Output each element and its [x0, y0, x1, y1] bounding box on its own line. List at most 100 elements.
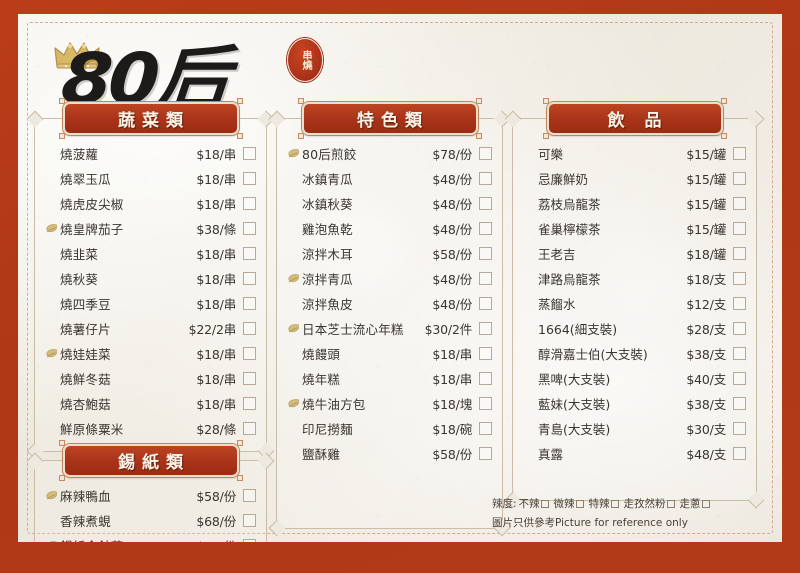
menu-item-checkbox[interactable]: [733, 222, 746, 235]
menu-item-row[interactable]: 藍妹(大支裝) $38/支: [523, 391, 746, 416]
menu-item-checkbox[interactable]: [243, 272, 256, 285]
recommended-leaf-icon: [288, 324, 299, 333]
menu-item-checkbox[interactable]: [479, 172, 492, 185]
menu-item-checkbox[interactable]: [243, 322, 256, 335]
menu-item-row[interactable]: 印尼撈麵 $18/碗: [287, 416, 492, 441]
menu-item-checkbox[interactable]: [479, 297, 492, 310]
menu-item-checkbox[interactable]: [733, 422, 746, 435]
menu-item-row[interactable]: 涼拌魚皮 $48/份: [287, 291, 492, 316]
menu-item-checkbox[interactable]: [243, 247, 256, 260]
menu-item-checkbox[interactable]: [733, 397, 746, 410]
menu-item-checkbox[interactable]: [479, 272, 492, 285]
menu-item-checkbox[interactable]: [479, 397, 492, 410]
menu-item-row[interactable]: 燒年糕 $18/串: [287, 366, 492, 391]
menu-item-checkbox[interactable]: [733, 247, 746, 260]
menu-item-checkbox[interactable]: [733, 172, 746, 185]
menu-item-checkbox[interactable]: [733, 322, 746, 335]
menu-item-price: $15/罐: [686, 197, 726, 212]
spice-option-checkbox[interactable]: [701, 499, 710, 508]
menu-item-row[interactable]: 蒸餾水 $12/支: [523, 291, 746, 316]
menu-item-row[interactable]: 青島(大支裝) $30/支: [523, 416, 746, 441]
menu-item-row[interactable]: 燒娃娃菜 $18/串: [45, 341, 256, 366]
menu-item-row[interactable]: 冰鎮青瓜 $48/份: [287, 166, 492, 191]
menu-item-row[interactable]: 燒秋葵 $18/串: [45, 266, 256, 291]
menu-item-checkbox[interactable]: [733, 372, 746, 385]
menu-item-checkbox[interactable]: [733, 197, 746, 210]
menu-item-row[interactable]: 燒皇牌茄子 $38/條: [45, 216, 256, 241]
menu-item-checkbox[interactable]: [243, 172, 256, 185]
menu-item-row[interactable]: 燒杏鮑菇 $18/串: [45, 391, 256, 416]
menu-item-row[interactable]: 燒翠玉瓜 $18/串: [45, 166, 256, 191]
menu-item-row[interactable]: 1664(細支裝) $28/支: [523, 316, 746, 341]
menu-item-row[interactable]: 津路烏龍茶 $18/支: [523, 266, 746, 291]
menu-item-row[interactable]: 冰鎮秋葵 $48/份: [287, 191, 492, 216]
spice-option-checkbox[interactable]: [540, 499, 549, 508]
menu-item-name: 涼拌魚皮: [302, 297, 353, 312]
spice-option-checkbox[interactable]: [575, 499, 584, 508]
menu-item-checkbox[interactable]: [479, 422, 492, 435]
menu-item-row[interactable]: 燒韭菜 $18/串: [45, 241, 256, 266]
menu-item-row[interactable]: 真露 $48/支: [523, 441, 746, 466]
spice-option[interactable]: 走蔥: [680, 496, 710, 511]
spice-option[interactable]: 不辣: [519, 496, 549, 511]
menu-item-row[interactable]: 醇滑嘉士伯(大支裝) $38/支: [523, 341, 746, 366]
menu-item-row[interactable]: 雞泡魚乾 $48/份: [287, 216, 492, 241]
menu-item-checkbox[interactable]: [733, 347, 746, 360]
menu-item-row[interactable]: 王老吉 $18/罐: [523, 241, 746, 266]
menu-item-row[interactable]: 鹽酥雞 $58/份: [287, 441, 492, 466]
menu-item-checkbox[interactable]: [733, 447, 746, 460]
spice-option[interactable]: 特辣: [589, 496, 619, 511]
menu-item-row[interactable]: 日本芝士流心年糕 $30/2件: [287, 316, 492, 341]
menu-item-row[interactable]: 錫紙金針菇$48/份: [45, 533, 256, 542]
menu-item-checkbox[interactable]: [479, 347, 492, 360]
menu-item-checkbox[interactable]: [479, 222, 492, 235]
menu-item-price: $48/份: [432, 297, 472, 312]
menu-item-checkbox[interactable]: [733, 147, 746, 160]
menu-item-row[interactable]: 燒薯仔片 $22/2串: [45, 316, 256, 341]
menu-item-row[interactable]: 忌廉鮮奶 $15/罐: [523, 166, 746, 191]
item-list-drinks: 可樂 $15/罐 忌廉鮮奶 $15/罐 荔枝烏龍茶 $15/罐 雀巢檸檬茶 $15/罐 王老吉 $…: [523, 141, 746, 466]
menu-item-checkbox[interactable]: [243, 539, 256, 542]
spice-option-checkbox[interactable]: [610, 499, 619, 508]
menu-item-checkbox[interactable]: [479, 147, 492, 160]
menu-item-checkbox[interactable]: [733, 297, 746, 310]
menu-item-checkbox[interactable]: [479, 322, 492, 335]
menu-item-row[interactable]: 香辣煮蜆 $68/份: [45, 508, 256, 533]
spice-option[interactable]: 走孜然粉: [624, 496, 675, 511]
menu-item-checkbox[interactable]: [733, 272, 746, 285]
menu-item-row[interactable]: 鮮原條粟米 $28/條: [45, 416, 256, 441]
menu-item-checkbox[interactable]: [243, 147, 256, 160]
menu-item-name: 燒娃娃菜: [60, 347, 111, 362]
menu-item-row[interactable]: 燒饅頭 $18/串: [287, 341, 492, 366]
menu-item-checkbox[interactable]: [479, 447, 492, 460]
menu-item-row[interactable]: 黑啤(大支裝) $40/支: [523, 366, 746, 391]
menu-item-checkbox[interactable]: [243, 489, 256, 502]
spice-option-checkbox[interactable]: [666, 499, 675, 508]
section-title-text: 蔬菜類: [118, 111, 190, 131]
menu-item-name: 王老吉: [538, 247, 576, 262]
menu-item-checkbox[interactable]: [243, 422, 256, 435]
menu-item-checkbox[interactable]: [243, 514, 256, 527]
menu-item-row[interactable]: 可樂 $15/罐: [523, 141, 746, 166]
menu-item-row[interactable]: 麻辣鴨血 $58/份: [45, 483, 256, 508]
menu-item-checkbox[interactable]: [243, 222, 256, 235]
menu-item-row[interactable]: 燒鮮冬菇 $18/串: [45, 366, 256, 391]
menu-item-row[interactable]: 燒菠蘿 $18/串: [45, 141, 256, 166]
menu-item-row[interactable]: 燒四季豆 $18/串: [45, 291, 256, 316]
menu-item-row[interactable]: 燒虎皮尖椒 $18/串: [45, 191, 256, 216]
menu-item-row[interactable]: 燒牛油方包 $18/塊: [287, 391, 492, 416]
menu-item-row[interactable]: 雀巢檸檬茶 $15/罐: [523, 216, 746, 241]
menu-item-checkbox[interactable]: [243, 197, 256, 210]
menu-item-checkbox[interactable]: [479, 372, 492, 385]
menu-item-row[interactable]: 涼拌青瓜 $48/份: [287, 266, 492, 291]
menu-item-row[interactable]: 涼拌木耳 $58/份: [287, 241, 492, 266]
menu-item-checkbox[interactable]: [243, 397, 256, 410]
menu-item-checkbox[interactable]: [243, 297, 256, 310]
menu-item-checkbox[interactable]: [479, 197, 492, 210]
spice-option[interactable]: 微辣: [554, 496, 584, 511]
menu-item-checkbox[interactable]: [243, 372, 256, 385]
menu-item-checkbox[interactable]: [243, 347, 256, 360]
menu-item-row[interactable]: 80后煎餃 $78/份: [287, 141, 492, 166]
menu-item-checkbox[interactable]: [479, 247, 492, 260]
menu-item-row[interactable]: 荔枝烏龍茶 $15/罐: [523, 191, 746, 216]
